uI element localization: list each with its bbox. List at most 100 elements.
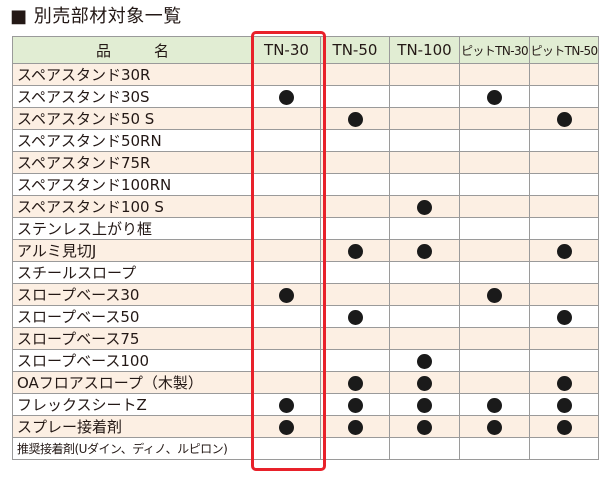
product-name-cell: スロープベース30 (12, 283, 253, 306)
compat-cell (529, 239, 599, 262)
compat-cell (252, 151, 321, 174)
compat-cell (389, 415, 460, 438)
product-name-cell: フレックスシートZ (12, 393, 253, 416)
compatible-dot-icon (556, 376, 572, 391)
table-row: OAフロアスロープ（木製） (12, 371, 599, 394)
product-name-cell: スペアスタンド50RN (12, 129, 253, 152)
table-row: 推奨接着剤(Uダイン、ディノ、ルピロン) (12, 437, 599, 460)
compat-cell (389, 63, 460, 86)
compat-cell (320, 305, 390, 328)
product-name-cell: スロープベース100 (12, 349, 253, 372)
compat-cell (459, 283, 530, 306)
table-row: スペアスタンド75R (12, 151, 599, 174)
compat-cell (459, 151, 530, 174)
accessory-table: 品 名 TN-30 TN-50 TN-100 ピットTN-30 ピットTN-50… (12, 36, 599, 460)
table-row: スロープベース100 (12, 349, 599, 372)
compatible-dot-icon (347, 398, 363, 413)
product-name-cell: スペアスタンド30R (12, 63, 253, 86)
compat-cell (389, 305, 460, 328)
compat-cell (529, 85, 599, 108)
compat-cell (320, 239, 390, 262)
compat-cell (389, 151, 460, 174)
column-header-name: 品 名 (12, 36, 253, 64)
compatible-dot-icon (347, 310, 363, 325)
compat-cell (529, 195, 599, 218)
compatible-dot-icon (417, 376, 432, 391)
compat-cell (529, 327, 599, 350)
compat-cell (320, 327, 390, 350)
compatible-dot-icon (347, 376, 363, 391)
compat-cell (320, 195, 390, 218)
compat-cell (320, 283, 390, 306)
compat-cell (459, 261, 530, 284)
compat-cell (459, 239, 530, 262)
compat-cell (389, 239, 460, 262)
compat-cell (459, 173, 530, 196)
table-row: スチールスロープ (12, 261, 599, 284)
compat-cell (252, 415, 321, 438)
product-name-cell: OAフロアスロープ（木製） (12, 371, 253, 394)
table-row: スペアスタンド50RN (12, 129, 599, 152)
product-name-cell: スペアスタンド100RN (12, 173, 253, 196)
table-row: スロープベース75 (12, 327, 599, 350)
compatible-dot-icon (279, 288, 294, 303)
compat-cell (320, 393, 390, 416)
compatible-dot-icon (279, 90, 294, 105)
product-name-cell: 推奨接着剤(Uダイン、ディノ、ルピロン) (12, 437, 253, 460)
table-row: スペアスタンド30S (12, 85, 599, 108)
compat-cell (529, 437, 599, 460)
compatible-dot-icon (417, 354, 432, 369)
compat-cell (252, 349, 321, 372)
table-row: フレックスシートZ (12, 393, 599, 416)
compatible-dot-icon (347, 112, 363, 127)
compat-cell (459, 195, 530, 218)
compat-cell (252, 261, 321, 284)
product-name-cell: スペアスタンド30S (12, 85, 253, 108)
compatible-dot-icon (417, 244, 432, 259)
compat-cell (252, 173, 321, 196)
compat-cell (459, 437, 530, 460)
product-name-cell: スペアスタンド75R (12, 151, 253, 174)
compatible-dot-icon (347, 420, 363, 435)
compat-cell (459, 217, 530, 240)
compatible-dot-icon (556, 420, 572, 435)
compat-cell (320, 173, 390, 196)
compatible-dot-icon (556, 310, 572, 325)
compat-cell (252, 239, 321, 262)
compat-cell (389, 261, 460, 284)
compat-cell (459, 415, 530, 438)
product-name-cell: ステンレス上がり框 (12, 217, 253, 240)
product-name-cell: スチールスロープ (12, 261, 253, 284)
compat-cell (252, 63, 321, 86)
compat-cell (389, 195, 460, 218)
table-row: スペアスタンド50 S (12, 107, 599, 130)
compat-cell (320, 261, 390, 284)
column-header-tn50: TN-50 (320, 36, 390, 64)
compatible-dot-icon (556, 112, 572, 127)
table-row: スペアスタンド100RN (12, 173, 599, 196)
compat-cell (389, 85, 460, 108)
compat-cell (252, 305, 321, 328)
compat-cell (252, 195, 321, 218)
table-row: ステンレス上がり框 (12, 217, 599, 240)
column-header-pit-tn50: ピットTN-50 (529, 36, 599, 64)
compat-cell (389, 393, 460, 416)
compat-cell (389, 283, 460, 306)
compatible-dot-icon (279, 398, 294, 413)
compat-cell (389, 173, 460, 196)
product-name-cell: スロープベース75 (12, 327, 253, 350)
compat-cell (389, 349, 460, 372)
product-name-cell: スプレー接着剤 (12, 415, 253, 438)
table-row: スペアスタンド30R (12, 63, 599, 86)
compat-cell (252, 85, 321, 108)
compatible-dot-icon (417, 200, 432, 215)
compat-cell (529, 107, 599, 130)
compatible-dot-icon (417, 420, 432, 435)
compat-cell (459, 129, 530, 152)
compatible-dot-icon (347, 244, 363, 259)
compat-cell (252, 393, 321, 416)
compat-cell (252, 283, 321, 306)
compat-cell (320, 217, 390, 240)
product-name-cell: スペアスタンド100 S (12, 195, 253, 218)
compat-cell (320, 437, 390, 460)
